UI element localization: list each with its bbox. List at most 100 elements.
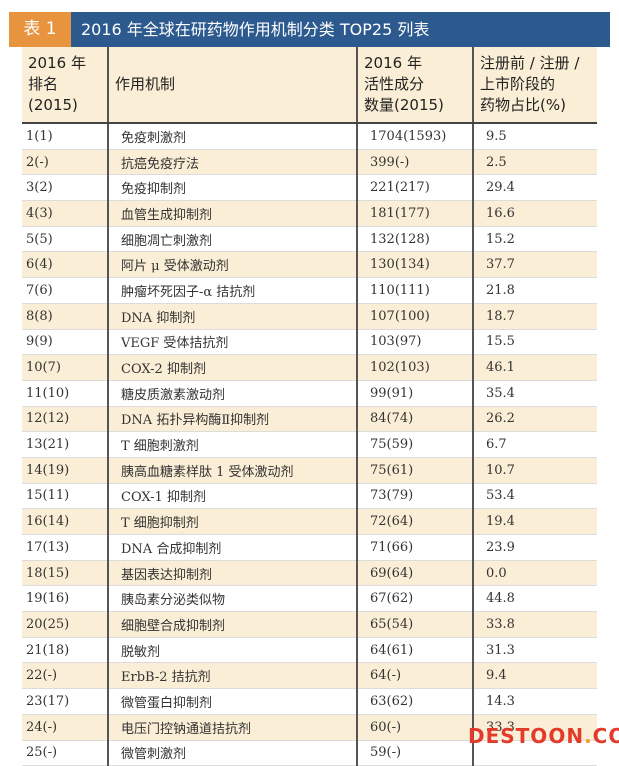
cell-rank: 12(12) <box>22 406 108 433</box>
cell-count: 130(134) <box>356 251 473 279</box>
cell-percentage: 10.7 <box>472 457 597 484</box>
cell-mechanism: T 细胞刺激剂 <box>107 431 357 458</box>
cell-count: 99(91) <box>356 380 473 407</box>
cell-rank: 13(21) <box>22 431 108 458</box>
cell-mechanism: 细胞壁合成抑制剂 <box>107 611 357 638</box>
cell-count: 64(61) <box>356 637 473 664</box>
cell-rank: 4(3) <box>22 200 108 227</box>
table-row: 6(4) 阿片 μ 受体激动剂 130(134) 37.7 <box>22 251 597 279</box>
header-row: 2016 年 排名 (2015) 作用机制 2016 年 活性成分 数量(201… <box>22 47 597 124</box>
cell-count: 221(217) <box>356 174 473 202</box>
cell-percentage: 33.8 <box>472 611 597 638</box>
cell-mechanism: 血管生成抑制剂 <box>107 200 357 227</box>
cell-mechanism: 阿片 μ 受体激动剂 <box>107 251 357 279</box>
cell-rank: 21(18) <box>22 637 108 664</box>
cell-count: 132(128) <box>356 226 473 253</box>
cell-percentage: 14.3 <box>472 688 597 715</box>
cell-count: 107(100) <box>356 303 473 330</box>
table-body: 1(1) 免疫刺激剂 1704(1593) 9.5 2(-) 抗癌免疫疗法 399(-) 2.… <box>22 123 597 766</box>
cell-mechanism: DNA 抑制剂 <box>107 303 357 330</box>
header-mechanism: 作用机制 <box>107 47 357 124</box>
cell-mechanism: 肿瘤坏死因子-α 拮抗剂 <box>107 277 357 304</box>
cell-mechanism: 基因表达抑制剂 <box>107 560 357 587</box>
cell-mechanism: 免疫刺激剂 <box>107 123 357 150</box>
table-row: 16(14) T 细胞抑制剂 72(64) 19.4 <box>22 508 597 535</box>
cell-percentage: 44.8 <box>472 585 597 613</box>
cell-percentage: 9.5 <box>472 123 597 150</box>
cell-rank: 23(17) <box>22 688 108 715</box>
cell-mechanism: 抗癌免疫疗法 <box>107 149 357 176</box>
header-percentage: 注册前 / 注册 / 上市阶段的 药物占比(%) <box>472 47 597 124</box>
table-row: 11(10) 糖皮质激素激动剂 99(91) 35.4 <box>22 380 597 407</box>
cell-mechanism: 糖皮质激素激动剂 <box>107 380 357 407</box>
cell-count: 59(-) <box>356 740 473 766</box>
cell-rank: 3(2) <box>22 174 108 202</box>
cell-mechanism: VEGF 受体拮抗剂 <box>107 329 357 356</box>
table-row: 10(7) COX-2 抑制剂 102(103) 46.1 <box>22 354 597 381</box>
cell-rank: 7(6) <box>22 277 108 304</box>
cell-mechanism: ErbB-2 拮抗剂 <box>107 662 357 690</box>
cell-percentage: 26.2 <box>472 406 597 433</box>
cell-mechanism: DNA 合成抑制剂 <box>107 534 357 561</box>
cell-rank: 1(1) <box>22 123 108 150</box>
table-row: 19(16) 胰岛素分泌类似物 67(62) 44.8 <box>22 585 597 613</box>
cell-count: 75(59) <box>356 431 473 458</box>
cell-rank: 24(-) <box>22 714 108 741</box>
cell-mechanism: 细胞凋亡刺激剂 <box>107 226 357 253</box>
cell-percentage: 15.5 <box>472 329 597 356</box>
cell-mechanism: 脱敏剂 <box>107 637 357 664</box>
table-row: 13(21) T 细胞刺激剂 75(59) 6.7 <box>22 431 597 458</box>
cell-percentage: 0.0 <box>472 560 597 587</box>
cell-percentage: 6.7 <box>472 431 597 458</box>
cell-count: 102(103) <box>356 354 473 381</box>
cell-mechanism: 胰岛素分泌类似物 <box>107 585 357 613</box>
cell-count: 71(66) <box>356 534 473 561</box>
cell-count: 60(-) <box>356 714 473 741</box>
cell-count: 1704(1593) <box>356 123 473 150</box>
cell-rank: 15(11) <box>22 483 108 510</box>
cell-rank: 6(4) <box>22 251 108 279</box>
cell-rank: 25(-) <box>22 740 108 766</box>
table-row: 9(9) VEGF 受体拮抗剂 103(97) 15.5 <box>22 329 597 356</box>
cell-percentage: 33.3 <box>472 714 597 741</box>
cell-percentage: 21.8 <box>472 277 597 304</box>
cell-mechanism: 电压门控钠通道拮抗剂 <box>107 714 357 741</box>
site-watermark-logo: DESTOON.COM <box>468 724 619 748</box>
cell-rank: 22(-) <box>22 662 108 690</box>
cell-rank: 14(19) <box>22 457 108 484</box>
cell-count: 181(177) <box>356 200 473 227</box>
cell-percentage: 35.4 <box>472 380 597 407</box>
cell-rank: 16(14) <box>22 508 108 535</box>
cell-percentage: 29.4 <box>472 174 597 202</box>
table-row: 18(15) 基因表达抑制剂 69(64) 0.0 <box>22 560 597 587</box>
cell-percentage: 19.4 <box>472 508 597 535</box>
cell-count: 84(74) <box>356 406 473 433</box>
cell-mechanism: 微管蛋白抑制剂 <box>107 688 357 715</box>
cell-rank: 10(7) <box>22 354 108 381</box>
cell-rank: 18(15) <box>22 560 108 587</box>
cell-rank: 11(10) <box>22 380 108 407</box>
cell-percentage: 46.1 <box>472 354 597 381</box>
cell-mechanism: 胰高血糖素样肽 1 受体激动剂 <box>107 457 357 484</box>
cell-mechanism: DNA 拓扑异构酶Ⅱ抑制剂 <box>107 406 357 433</box>
cell-count: 65(54) <box>356 611 473 638</box>
cell-count: 64(-) <box>356 662 473 690</box>
table-row: 2(-) 抗癌免疫疗法 399(-) 2.5 <box>22 149 597 176</box>
cell-rank: 17(13) <box>22 534 108 561</box>
table-row: 22(-) ErbB-2 拮抗剂 64(-) 9.4 <box>22 662 597 690</box>
table-title-bar: 表 1 2016 年全球在研药物作用机制分类 TOP25 列表 <box>9 12 610 47</box>
cell-percentage: 15.2 <box>472 226 597 253</box>
cell-rank: 20(25) <box>22 611 108 638</box>
table-header: 2016 年 排名 (2015) 作用机制 2016 年 活性成分 数量(201… <box>22 47 597 124</box>
table-row: 23(17) 微管蛋白抑制剂 63(62) 14.3 <box>22 688 597 715</box>
cell-count: 63(62) <box>356 688 473 715</box>
cell-mechanism: 免疫抑制剂 <box>107 174 357 202</box>
cell-rank: 5(5) <box>22 226 108 253</box>
table-row: 4(3) 血管生成抑制剂 181(177) 16.6 <box>22 200 597 227</box>
table-row: 21(18) 脱敏剂 64(61) 31.3 <box>22 637 597 664</box>
cell-rank: 2(-) <box>22 149 108 176</box>
header-count: 2016 年 活性成分 数量(2015) <box>356 47 473 124</box>
table-row: 24(-) 电压门控钠通道拮抗剂 60(-) 33.3 <box>22 714 597 741</box>
mechanism-table: 2016 年 排名 (2015) 作用机制 2016 年 活性成分 数量(201… <box>22 47 597 766</box>
table-row: 8(8) DNA 抑制剂 107(100) 18.7 <box>22 303 597 330</box>
